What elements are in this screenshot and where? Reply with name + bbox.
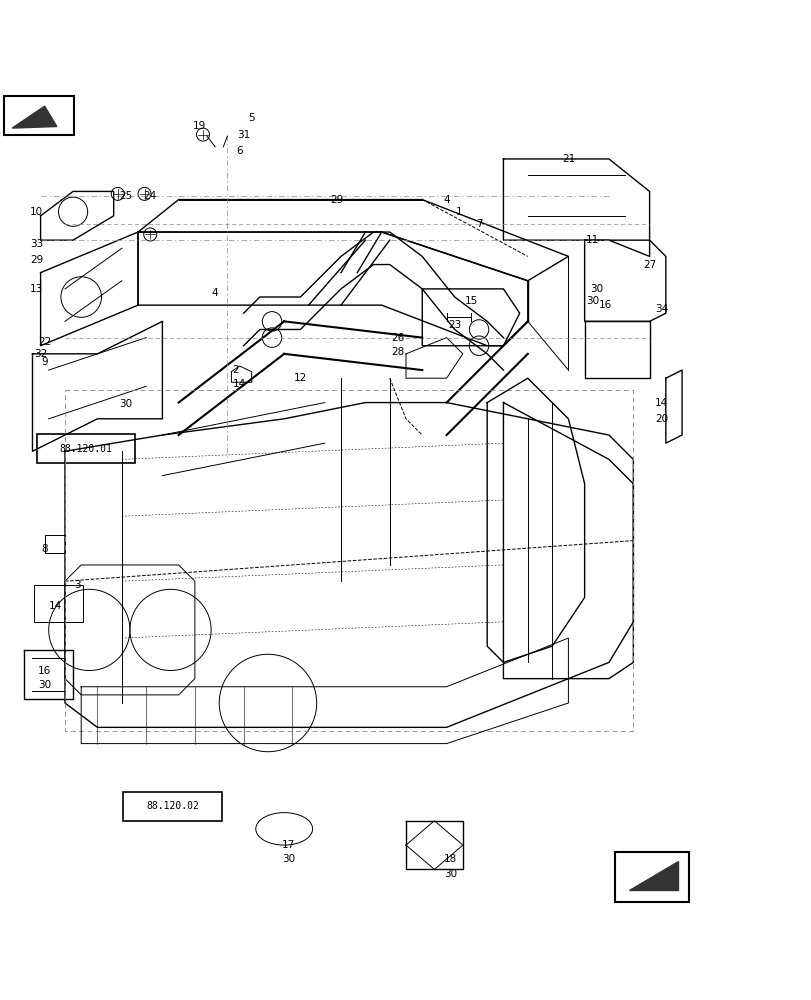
Text: 7: 7 — [475, 219, 482, 229]
Text: 14: 14 — [49, 601, 62, 611]
Text: 30: 30 — [281, 854, 294, 864]
Text: 9: 9 — [41, 357, 48, 367]
Text: 88.120.02: 88.120.02 — [146, 801, 199, 811]
Text: 25: 25 — [119, 191, 132, 201]
FancyBboxPatch shape — [36, 434, 135, 463]
Bar — [34, 585, 83, 622]
Text: 3: 3 — [74, 580, 80, 590]
Text: 30: 30 — [586, 296, 599, 306]
Text: 6: 6 — [236, 146, 242, 156]
Text: 34: 34 — [654, 304, 667, 314]
Text: 4: 4 — [443, 195, 449, 205]
Text: 33: 33 — [30, 239, 43, 249]
Text: 5: 5 — [248, 113, 255, 123]
Text: 14: 14 — [654, 398, 667, 408]
Text: 29: 29 — [30, 255, 43, 265]
Text: 15: 15 — [464, 296, 477, 306]
Polygon shape — [629, 861, 677, 890]
Text: 16: 16 — [38, 666, 51, 676]
Text: 12: 12 — [294, 373, 307, 383]
Text: 16: 16 — [598, 300, 611, 310]
Text: 4: 4 — [212, 288, 218, 298]
Text: 20: 20 — [654, 414, 667, 424]
Text: 32: 32 — [34, 349, 47, 359]
Text: 26: 26 — [391, 333, 404, 343]
Text: 8: 8 — [41, 544, 48, 554]
Text: 21: 21 — [561, 154, 574, 164]
Text: 1: 1 — [455, 207, 461, 217]
Text: 28: 28 — [391, 347, 404, 357]
Text: 19: 19 — [192, 121, 205, 131]
Text: 30: 30 — [590, 284, 603, 294]
Text: 13: 13 — [30, 284, 43, 294]
Text: 17: 17 — [281, 840, 294, 850]
Text: 2: 2 — [232, 365, 238, 375]
Text: 14: 14 — [233, 379, 246, 389]
FancyBboxPatch shape — [123, 792, 221, 821]
Text: 31: 31 — [237, 130, 250, 140]
Bar — [45, 535, 65, 553]
Text: 24: 24 — [144, 191, 157, 201]
Polygon shape — [12, 106, 57, 128]
Text: 30: 30 — [119, 399, 132, 409]
FancyBboxPatch shape — [4, 96, 74, 135]
Text: 11: 11 — [586, 235, 599, 245]
Text: 88.120.01: 88.120.01 — [59, 444, 112, 454]
Text: 30: 30 — [444, 869, 457, 879]
Text: 10: 10 — [30, 207, 43, 217]
FancyBboxPatch shape — [614, 852, 688, 902]
Text: 22: 22 — [38, 337, 51, 347]
Text: 30: 30 — [38, 680, 51, 690]
Text: 23: 23 — [448, 320, 461, 330]
Text: 29: 29 — [330, 195, 343, 205]
Text: 27: 27 — [642, 260, 655, 270]
Text: 18: 18 — [444, 854, 457, 864]
